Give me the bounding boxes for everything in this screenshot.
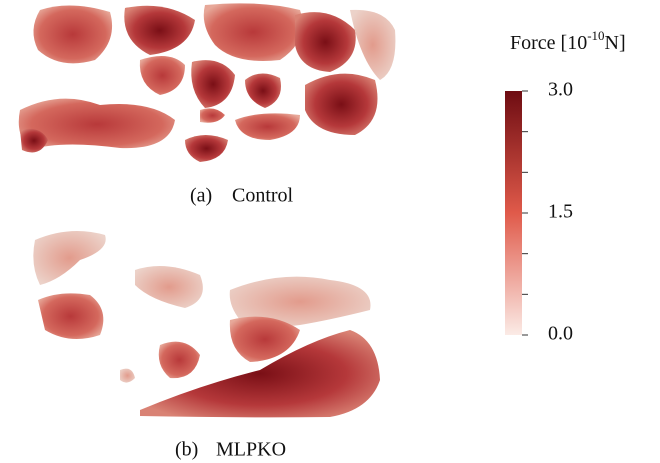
colorbar-title: Force [10-10N] (510, 28, 626, 54)
panel-letter: (a) (190, 185, 212, 207)
figure: (a) Control (b) MLPKO Force [10-10N] 0.0… (0, 0, 660, 463)
panel-letter: (b) (175, 439, 198, 461)
title-text: Force [10 (510, 32, 587, 54)
panel-caption: MLPKO (216, 439, 286, 461)
panel-a-image (19, 3, 396, 162)
panel-caption: Control (232, 185, 294, 207)
colorbar-tick-label: 3.0 (548, 79, 573, 101)
title-superscript: -10 (587, 28, 604, 43)
colorbar (505, 91, 522, 335)
title-suffix: N] (605, 32, 626, 54)
colorbar-tick-label: 1.5 (548, 201, 573, 223)
colorbar-tick-label: 0.0 (548, 323, 573, 345)
panel-b-image (33, 231, 380, 417)
